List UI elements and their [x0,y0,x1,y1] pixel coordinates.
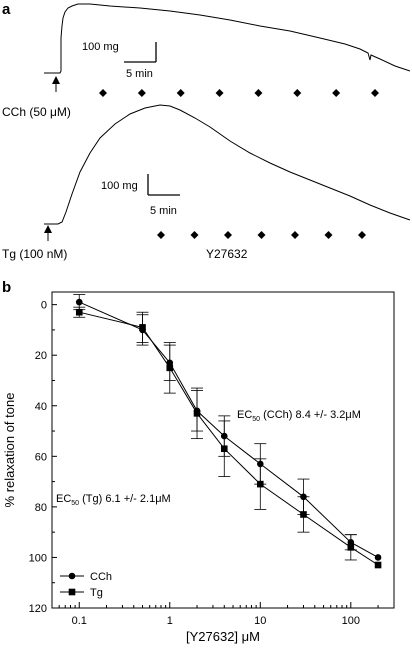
point-tg-4 [193,410,201,417]
plot-b-frame [51,291,395,609]
markers-tg [157,231,366,239]
series-line-cch [78,301,379,558]
tg-diamond-1 [157,231,165,239]
stimulus-label-tg: Tg (100 nM) [2,247,67,261]
ec50-sub-cch: 50 [252,416,260,423]
cch-diamond-6 [293,89,302,97]
legend-entry-cch: CCh [60,571,112,583]
panel-label-b: b [2,279,11,296]
ec50-text-cch: (CCh) 8.4 +/- 3.2μM [260,409,361,421]
scale-time-cch: 5 min [126,68,153,80]
legend-label-cch: CCh [90,571,112,583]
x-axis-label: [Y27632] μM [186,629,260,644]
legend-marker-cch [68,572,76,580]
y-tick-label-4: 80 [35,502,47,514]
cch-diamond-2 [137,89,146,97]
cch-diamond-8 [371,89,379,97]
y-tick-label-2: 40 [35,401,47,413]
point-tg-7 [300,511,307,518]
tg-diamond-4 [257,231,266,239]
x-tick-label-2: 10 [254,615,266,627]
trace-tg-line [44,104,411,225]
x-tick-label-3: 100 [342,615,360,627]
scale-force-cch: 100 mg [82,41,119,53]
ec50-sub-tg: 50 [71,500,79,507]
tg-diamond-2 [190,231,199,239]
trace-tg: Tg (100 nM) 100 mg 5 min Y27632 [2,104,411,261]
x-tick-label-1: 1 [167,615,173,627]
trace-cch-line [44,3,411,74]
point-tg-2 [139,324,146,331]
markers-cch [99,89,379,97]
scale-bar-cch [124,42,157,63]
legend-entry-tg: Tg [60,587,103,599]
stimulus-arrow-tg [44,225,52,241]
ec50-text-tg: (Tg) 6.1 +/- 2.1μM [79,493,171,505]
point-tg-9 [374,561,382,569]
point-tg-5 [220,445,228,453]
tg-diamond-3 [224,231,232,239]
stimulus-arrow-cch [52,76,60,92]
cch-diamond-7 [332,89,341,97]
y-axis-label: % relaxation of tone [2,393,17,508]
y-tick-label-5: 100 [29,552,47,564]
cch-diamond-1 [99,89,107,97]
ec50-prefix-tg: EC [56,493,71,505]
point-tg-3 [166,364,174,372]
ec50-prefix-cch: EC [237,409,252,421]
cch-diamond-3 [176,89,185,97]
stimulus-label-cch: CCh (50 μM) [2,105,71,119]
legend: CCh Tg [60,571,112,599]
tg-diamond-6 [324,231,333,239]
y-tick-label-1: 20 [35,350,47,362]
cch-diamond-4 [215,89,224,97]
point-tg-1 [75,308,83,316]
point-tg-6 [256,480,264,488]
trace-cch: CCh (50 μM) 100 mg 5 min [2,3,411,119]
tg-diamond-7 [358,231,366,239]
legend-marker-tg [68,588,76,596]
plot-b-ticks: 0 20 40 60 80 100 120 0.1 1 10 100 [29,300,379,627]
y-tick-label-3: 60 [35,451,47,463]
point-cch-1 [75,298,83,306]
tg-diamond-5 [291,231,299,239]
point-tg-8 [347,544,355,551]
y-tick-label-6: 120 [29,603,47,615]
cch-diamond-5 [254,89,263,97]
plot-b: 0 20 40 60 80 100 120 0.1 1 10 100 % relaxation of… [2,291,395,644]
series-line-tg [79,311,379,566]
legend-label-tg: Tg [90,587,103,599]
x-tick-label-0: 0.1 [72,615,87,627]
scale-bar-tg [147,174,180,196]
panel-label-a: a [2,1,11,18]
ec50-annotation-cch: EC50 (CCh) 8.4 +/- 3.2μM [237,409,361,423]
scale-time-tg: 5 min [150,205,177,217]
drug-label-tg: Y27632 [206,247,248,261]
y-tick-label-0: 0 [41,300,47,312]
point-cch-9 [374,554,382,561]
plot-b-series [73,294,382,569]
ec50-annotation-tg: EC50 (Tg) 6.1 +/- 2.1μM [56,493,171,507]
scale-force-tg: 100 mg [101,180,138,192]
